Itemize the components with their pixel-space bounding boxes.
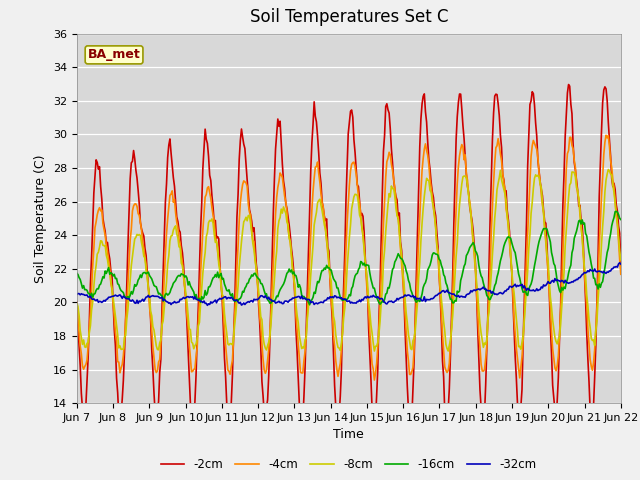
-32cm [243,300,251,305]
-16cm [302,295,310,301]
-16cm [612,208,620,214]
-8cm [73,300,81,306]
-8cm [242,215,250,220]
-4cm [378,246,386,252]
-2cm [302,326,310,332]
-32cm [474,287,481,292]
-4cm [242,180,250,186]
-8cm [302,336,310,341]
Line: -2cm: -2cm [77,84,621,436]
Line: -32cm: -32cm [77,263,621,305]
Y-axis label: Soil Temperature (C): Soil Temperature (C) [35,154,47,283]
-32cm [378,296,386,302]
-4cm [617,271,625,277]
-32cm [73,292,81,298]
-2cm [474,325,481,331]
-8cm [617,257,625,263]
-4cm [568,143,576,148]
-16cm [474,253,481,259]
-8cm [404,332,412,337]
-2cm [73,299,81,305]
-8cm [474,291,481,297]
-16cm [617,216,625,222]
-8cm [568,169,576,175]
-4cm [371,377,378,383]
-32cm [303,297,311,302]
Text: BA_met: BA_met [88,48,140,61]
-16cm [242,284,250,289]
Legend: -2cm, -4cm, -8cm, -16cm, -32cm: -2cm, -4cm, -8cm, -16cm, -32cm [156,454,541,476]
-2cm [564,82,572,87]
-32cm [568,279,576,285]
-4cm [404,358,412,363]
-16cm [404,277,412,283]
-2cm [404,406,412,412]
-2cm [371,433,378,439]
-4cm [602,132,610,138]
Line: -4cm: -4cm [77,135,621,380]
-2cm [242,161,250,167]
-8cm [604,167,612,172]
-32cm [404,292,412,298]
-16cm [306,302,314,308]
Line: -8cm: -8cm [77,169,621,351]
X-axis label: Time: Time [333,429,364,442]
-8cm [378,287,386,293]
-8cm [371,348,378,354]
-32cm [617,261,625,267]
Line: -16cm: -16cm [77,211,621,305]
-16cm [378,299,386,304]
-2cm [617,263,625,268]
-16cm [568,250,576,256]
-32cm [204,302,211,308]
-4cm [73,302,81,308]
-16cm [73,270,81,276]
-32cm [616,260,623,265]
-2cm [569,141,577,147]
-4cm [474,309,481,315]
-4cm [302,332,310,338]
-2cm [378,191,386,196]
Title: Soil Temperatures Set C: Soil Temperatures Set C [250,9,448,26]
